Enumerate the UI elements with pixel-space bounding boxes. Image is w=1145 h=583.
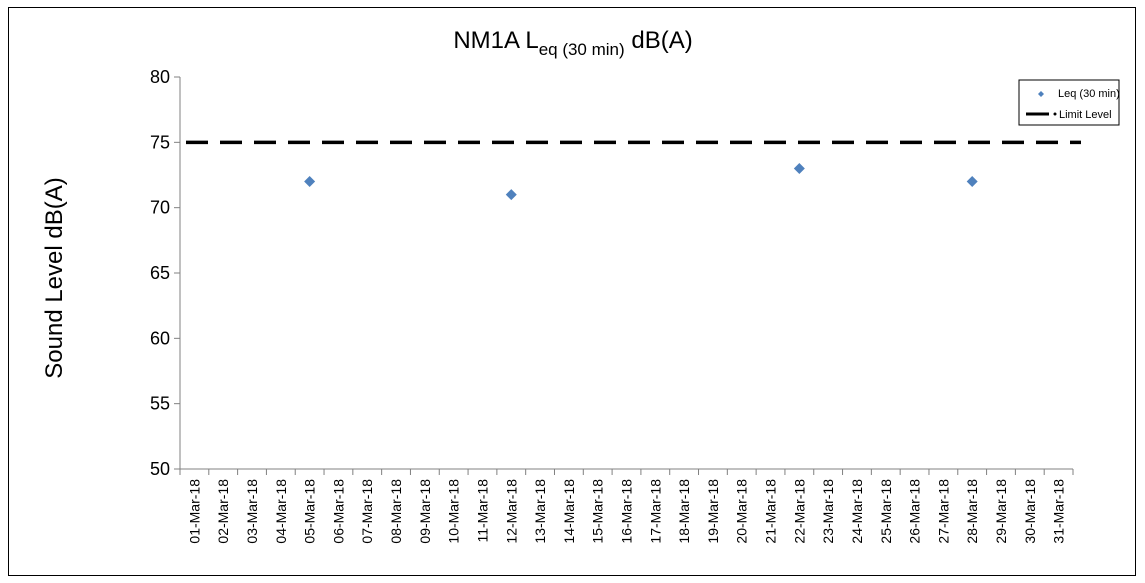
x-tick-label: 01-Mar-18 [186, 479, 202, 544]
y-tick-label: 55 [150, 394, 170, 414]
legend-limit-label: Limit Level [1059, 109, 1112, 121]
x-tick-label: 11-Mar-18 [474, 479, 490, 543]
y-tick-label: 60 [150, 328, 170, 348]
data-point [793, 162, 805, 174]
x-tick-label: 08-Mar-18 [388, 479, 404, 544]
chart-title: NM1A Leq (30 min) dB(A) [453, 27, 692, 59]
x-tick-label: 25-Mar-18 [878, 479, 894, 544]
legend-leq-label: Leq (30 min) [1058, 88, 1120, 100]
x-axis-ticks: 01-Mar-18 02-Mar-18 03-Mar-18 04-Mar-18 05-M… [179, 469, 1074, 544]
x-tick-label: 10-Mar-18 [446, 479, 462, 544]
axes [179, 77, 1073, 470]
x-tick-label: 26-Mar-18 [907, 479, 923, 544]
x-tick-label: 07-Mar-18 [359, 479, 375, 544]
data-point [505, 189, 517, 201]
x-tick-label: 13-Mar-18 [532, 479, 548, 544]
x-tick-label: 06-Mar-18 [330, 479, 346, 544]
x-tick-label: 31-Mar-18 [1051, 479, 1067, 544]
chart-title-suffix: dB(A) [625, 27, 693, 54]
x-tick-label: 27-Mar-18 [935, 479, 951, 544]
x-tick-label: 02-Mar-18 [215, 479, 231, 544]
x-tick-label: 28-Mar-18 [964, 479, 980, 544]
x-tick-label: 15-Mar-18 [590, 479, 606, 544]
y-tick-label: 80 [150, 67, 170, 87]
x-tick-label: 16-Mar-18 [619, 479, 635, 544]
chart-svg: NM1A Leq (30 min) dB(A) Sound Level dB(A… [41, 27, 1120, 544]
legend: Leq (30 min) Limit Level [1018, 79, 1120, 126]
x-tick-label: 03-Mar-18 [244, 479, 260, 544]
x-tick-label: 20-Mar-18 [734, 479, 750, 544]
x-tick-label: 23-Mar-18 [820, 479, 836, 544]
x-tick-label: 19-Mar-18 [705, 479, 721, 544]
legend-box [1018, 79, 1120, 126]
y-tick-label: 50 [150, 459, 170, 479]
x-tick-label: 14-Mar-18 [561, 479, 577, 544]
x-tick-label: 29-Mar-18 [993, 479, 1009, 544]
data-point [304, 176, 316, 188]
x-tick-label: 09-Mar-18 [417, 479, 433, 544]
x-tick-label: 24-Mar-18 [849, 479, 865, 544]
leq-series [304, 162, 978, 201]
x-tick-label: 22-Mar-18 [791, 479, 807, 544]
chart-title-main: NM1A L [453, 27, 538, 54]
chart-frame: NM1A Leq (30 min) dB(A) Sound Level dB(A… [8, 7, 1136, 576]
legend-leq-marker [1038, 91, 1044, 97]
y-tick-label: 70 [150, 198, 170, 218]
x-tick-label: 21-Mar-18 [763, 479, 779, 544]
y-axis-ticks: 50 55 60 65 70 75 80 [150, 67, 180, 479]
x-tick-label: 05-Mar-18 [302, 479, 318, 544]
y-axis-label: Sound Level dB(A) [41, 177, 68, 378]
y-tick-label: 65 [150, 263, 170, 283]
x-tick-label: 17-Mar-18 [647, 479, 663, 544]
x-tick-label: 18-Mar-18 [676, 479, 692, 544]
x-tick-label: 12-Mar-18 [503, 479, 519, 544]
data-point [966, 176, 978, 188]
y-tick-label: 75 [150, 132, 170, 152]
legend-limit-dot [1053, 112, 1057, 116]
chart-title-subscript: eq (30 min) [539, 40, 625, 59]
x-tick-label: 04-Mar-18 [273, 479, 289, 544]
x-tick-label: 30-Mar-18 [1022, 479, 1038, 544]
